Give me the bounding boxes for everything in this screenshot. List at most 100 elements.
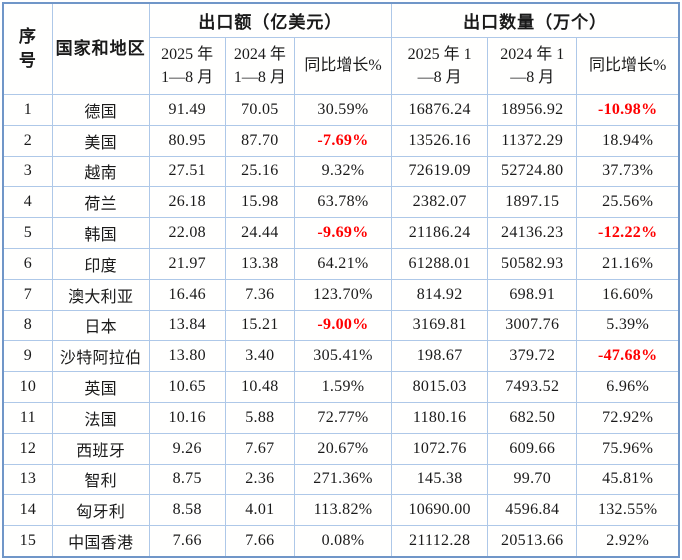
table-row: 10 英国 10.65 10.48 1.59% 8015.03 7493.52 6.96% (2, 371, 680, 403)
table-row: 14 匈牙利 8.58 4.01 113.82% 10690.00 4596.84 132.5… (2, 494, 680, 527)
serial-cell: 13 (2, 463, 53, 496)
value-growth-cell: 1.59% (293, 371, 393, 403)
country-cell: 日本 (51, 309, 150, 342)
value-2024-cell: 70.05 (224, 94, 295, 126)
qty-2024-cell: 1897.15 (487, 186, 578, 219)
qty-2024-cell: 20513.66 (487, 525, 578, 558)
table-row: 1 德国 91.49 70.05 30.59% 16876.24 18956.92 -10.9… (2, 94, 680, 126)
value-2025-cell: 26.18 (148, 186, 226, 219)
value-growth-cell: 63.78% (293, 186, 393, 219)
value-growth-cell: 113.82% (293, 494, 393, 527)
qty-2025-cell: 3169.81 (391, 309, 489, 342)
qty-2024-cell: 682.50 (487, 401, 578, 434)
serial-cell: 10 (2, 371, 53, 403)
table-row: 3 越南 27.51 25.16 9.32% 72619.09 52724.80 37.73% (2, 155, 680, 188)
qty-2024-cell: 18956.92 (487, 94, 578, 126)
country-cell: 荷兰 (51, 186, 150, 219)
header-sub-row: 2025 年 1—8 月 2024 年 1—8 月 同比增长% 2025 年 1… (3, 37, 680, 95)
country-cell: 越南 (51, 155, 150, 188)
value-2025-cell: 91.49 (148, 94, 226, 126)
value-2025-cell: 8.75 (148, 463, 226, 496)
serial-cell: 3 (2, 155, 53, 188)
serial-cell: 4 (2, 186, 53, 219)
qty-2024-cell: 50582.93 (487, 247, 578, 280)
value-2025-cell: 21.97 (148, 247, 226, 280)
value-growth-cell: 30.59% (293, 94, 393, 126)
value-2025-cell: 13.84 (148, 309, 226, 342)
country-cell: 中国香港 (51, 525, 150, 558)
qty-growth-cell: -47.68% (576, 340, 680, 373)
value-2025-cell: 16.46 (148, 278, 226, 311)
serial-cell: 7 (2, 278, 53, 311)
qty-2025-cell: 21186.24 (391, 217, 489, 249)
qty-2024-cell: 7493.52 (487, 371, 578, 403)
quantity-growth-header: 同比增长% (576, 37, 680, 95)
qty-2024-cell: 24136.23 (487, 217, 578, 249)
serial-cell: 1 (2, 94, 53, 126)
serial-cell: 2 (2, 124, 53, 157)
country-cell: 澳大利亚 (51, 278, 150, 311)
country-cell: 德国 (51, 94, 150, 126)
value-2024-cell: 15.98 (224, 186, 295, 219)
value-growth-cell: 123.70% (293, 278, 393, 311)
header-group-row: 序 号 国家和地区 出口额（亿美元） 出口数量（万个） (2, 2, 680, 95)
table-row: 12 西班牙 9.26 7.67 20.67% 1072.76 609.66 75.96% (2, 432, 680, 465)
value-2024-cell: 7.36 (224, 278, 295, 311)
qty-growth-cell: 72.92% (576, 401, 680, 434)
quantity-2024-header: 2024 年 1 —8 月 (487, 37, 578, 95)
qty-growth-cell: 37.73% (576, 155, 680, 188)
qty-growth-cell: -10.98% (576, 94, 680, 126)
table-row: 15 中国香港 7.66 7.66 0.08% 21112.28 20513.66 2.92% (2, 525, 680, 558)
value-2025-cell: 22.08 (148, 217, 226, 249)
value-growth-cell: -9.69% (293, 217, 393, 249)
qty-2024-cell: 379.72 (487, 340, 578, 373)
value-growth-cell: -9.00% (293, 309, 393, 342)
value-2025-cell: 10.16 (148, 401, 226, 434)
qty-2025-cell: 21112.28 (391, 525, 489, 558)
qty-growth-cell: 6.96% (576, 371, 680, 403)
value-growth-cell: 305.41% (293, 340, 393, 373)
qty-2024-cell: 698.91 (487, 278, 578, 311)
qty-2025-cell: 1072.76 (391, 432, 489, 465)
serial-cell: 8 (2, 309, 53, 342)
value-2024-cell: 87.70 (224, 124, 295, 157)
table-header: 序 号 国家和地区 出口额（亿美元） 出口数量（万个） 2025 年 1—8 月… (2, 2, 680, 95)
country-cell: 匈牙利 (51, 494, 150, 527)
qty-growth-cell: 21.16% (576, 247, 680, 280)
serial-cell: 14 (2, 494, 53, 527)
serial-cell: 11 (2, 401, 53, 434)
country-cell: 美国 (51, 124, 150, 157)
qty-2025-cell: 145.38 (391, 463, 489, 496)
value-2024-cell: 5.88 (224, 401, 295, 434)
table-row: 8 日本 13.84 15.21 -9.00% 3169.81 3007.76 5.39% (2, 309, 680, 342)
value-growth-cell: 20.67% (293, 432, 393, 465)
qty-2024-cell: 99.70 (487, 463, 578, 496)
serial-cell: 6 (2, 247, 53, 280)
serial-cell: 15 (2, 525, 53, 558)
value-growth-cell: 0.08% (293, 525, 393, 558)
serial-cell: 9 (2, 340, 53, 373)
country-cell: 西班牙 (51, 432, 150, 465)
table-row: 4 荷兰 26.18 15.98 63.78% 2382.07 1897.15 25.56% (2, 186, 680, 219)
qty-growth-cell: 16.60% (576, 278, 680, 311)
value-growth-cell: 271.36% (293, 463, 393, 496)
serial-cell: 12 (2, 432, 53, 465)
value-2024-cell: 15.21 (224, 309, 295, 342)
qty-2024-cell: 4596.84 (487, 494, 578, 527)
serial-cell: 5 (2, 217, 53, 249)
country-cell: 英国 (51, 371, 150, 403)
table-row: 6 印度 21.97 13.38 64.21% 61288.01 50582.93 21.16… (2, 247, 680, 280)
qty-2024-cell: 609.66 (487, 432, 578, 465)
value-growth-cell: 64.21% (293, 247, 393, 280)
value-2024-cell: 7.66 (224, 525, 295, 558)
country-cell: 印度 (51, 247, 150, 280)
country-cell: 韩国 (51, 217, 150, 249)
country-cell: 沙特阿拉伯 (51, 340, 150, 373)
value-growth-header: 同比增长% (293, 37, 393, 95)
table-row: 11 法国 10.16 5.88 72.77% 1180.16 682.50 72.92% (2, 401, 680, 434)
qty-2024-cell: 52724.80 (487, 155, 578, 188)
table-row: 9 沙特阿拉伯 13.80 3.40 305.41% 198.67 379.72 -47.68… (2, 340, 680, 373)
value-2025-cell: 8.58 (148, 494, 226, 527)
qty-growth-cell: 25.56% (576, 186, 680, 219)
